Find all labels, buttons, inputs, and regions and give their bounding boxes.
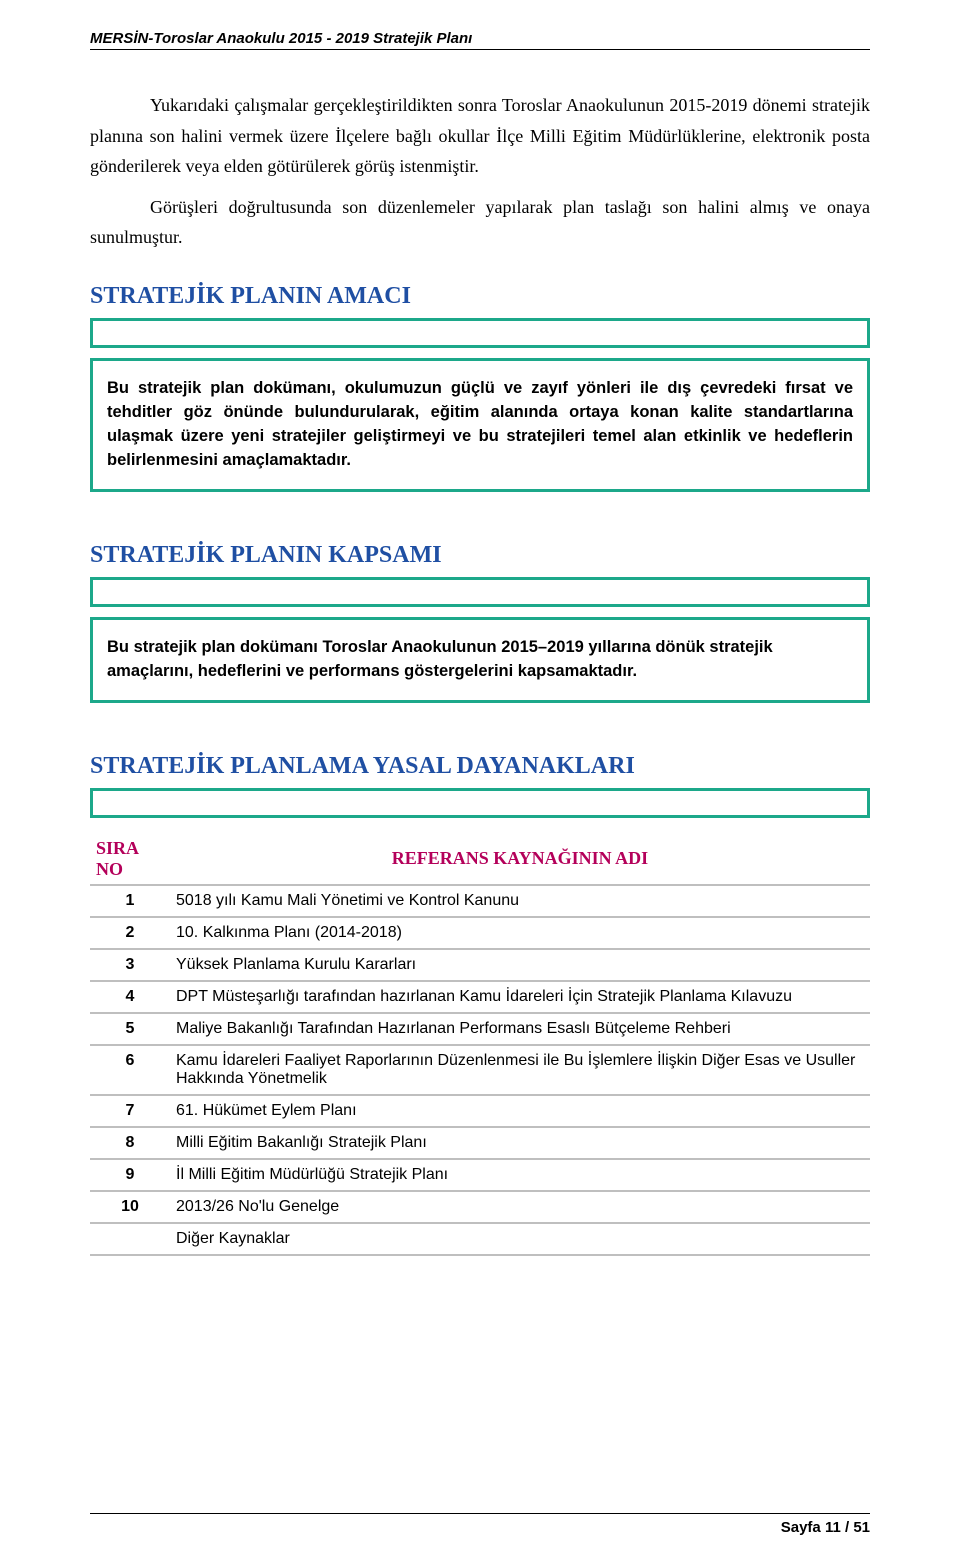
table-row: 8Milli Eğitim Bakanlığı Stratejik Planı — [90, 1127, 870, 1159]
table-row: 761. Hükümet Eylem Planı — [90, 1095, 870, 1127]
footer-page: 11 — [825, 1519, 841, 1536]
row-ref: Milli Eğitim Bakanlığı Stratejik Planı — [170, 1127, 870, 1159]
row-no: 3 — [90, 949, 170, 981]
row-no: 7 — [90, 1095, 170, 1127]
table-row: 15018 yılı Kamu Mali Yönetimi ve Kontrol… — [90, 885, 870, 917]
row-no: 9 — [90, 1159, 170, 1191]
amaci-box: Bu stratejik plan dokümanı, okulumuzun g… — [90, 358, 870, 492]
row-no: 4 — [90, 981, 170, 1013]
row-ref: 5018 yılı Kamu Mali Yönetimi ve Kontrol … — [170, 885, 870, 917]
kapsami-text: Bu stratejik plan dokümanı Toroslar Anao… — [107, 636, 853, 684]
row-no: 2 — [90, 917, 170, 949]
row-ref: DPT Müsteşarlığı tarafından hazırlanan K… — [170, 981, 870, 1013]
table-row: 9İl Milli Eğitim Müdürlüğü Stratejik Pla… — [90, 1159, 870, 1191]
row-ref: 2013/26 No'lu Genelge — [170, 1191, 870, 1223]
amaci-spacer-box — [90, 318, 870, 348]
row-ref: 61. Hükümet Eylem Planı — [170, 1095, 870, 1127]
table-header-row: SIRA NO REFERANS KAYNAĞININ ADI — [90, 832, 870, 885]
table-row: 210. Kalkınma Planı (2014-2018) — [90, 917, 870, 949]
row-ref: İl Milli Eğitim Müdürlüğü Stratejik Plan… — [170, 1159, 870, 1191]
reference-table: SIRA NO REFERANS KAYNAĞININ ADI 15018 yı… — [90, 832, 870, 1256]
col-sira-no: SIRA NO — [90, 832, 170, 885]
intro-paragraph-1: Yukarıdaki çalışmalar gerçekleştirildikt… — [90, 90, 870, 182]
yasal-heading: STRATEJİK PLANLAMA YASAL DAYANAKLARI — [90, 753, 870, 780]
page-header: MERSİN-Toroslar Anaokulu 2015 - 2019 Str… — [90, 30, 870, 50]
amaci-text: Bu stratejik plan dokümanı, okulumuzun g… — [107, 377, 853, 473]
row-ref: Diğer Kaynaklar — [170, 1223, 870, 1255]
intro-paragraph-2: Görüşleri doğrultusunda son düzenlemeler… — [90, 192, 870, 253]
page-footer: Sayfa 11 / 51 — [781, 1519, 870, 1536]
row-no: 5 — [90, 1013, 170, 1045]
table-row: Diğer Kaynaklar — [90, 1223, 870, 1255]
table-row: 3Yüksek Planlama Kurulu Kararları — [90, 949, 870, 981]
row-no — [90, 1223, 170, 1255]
row-ref: Kamu İdareleri Faaliyet Raporlarının Düz… — [170, 1045, 870, 1095]
footer-sep: / — [841, 1519, 854, 1536]
table-row: 6Kamu İdareleri Faaliyet Raporlarının Dü… — [90, 1045, 870, 1095]
kapsami-box: Bu stratejik plan dokümanı Toroslar Anao… — [90, 617, 870, 703]
row-ref: Yüksek Planlama Kurulu Kararları — [170, 949, 870, 981]
col-referans: REFERANS KAYNAĞININ ADI — [170, 832, 870, 885]
row-no: 6 — [90, 1045, 170, 1095]
footer-divider — [90, 1513, 870, 1514]
table-row: 5Maliye Bakanlığı Tarafından Hazırlanan … — [90, 1013, 870, 1045]
row-no: 10 — [90, 1191, 170, 1223]
row-no: 1 — [90, 885, 170, 917]
row-ref: Maliye Bakanlığı Tarafından Hazırlanan P… — [170, 1013, 870, 1045]
amaci-heading: STRATEJİK PLANIN AMACI — [90, 283, 870, 310]
table-row: 102013/26 No'lu Genelge — [90, 1191, 870, 1223]
yasal-spacer-box — [90, 788, 870, 818]
kapsami-heading: STRATEJİK PLANIN KAPSAMI — [90, 542, 870, 569]
table-row: 4DPT Müsteşarlığı tarafından hazırlanan … — [90, 981, 870, 1013]
row-ref: 10. Kalkınma Planı (2014-2018) — [170, 917, 870, 949]
row-no: 8 — [90, 1127, 170, 1159]
footer-total: 51 — [853, 1519, 870, 1536]
footer-prefix: Sayfa — [781, 1519, 825, 1536]
kapsami-spacer-box — [90, 577, 870, 607]
